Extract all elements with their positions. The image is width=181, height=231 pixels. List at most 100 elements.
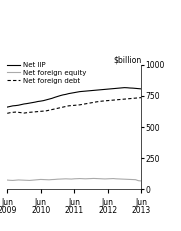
Text: Jun: Jun: [68, 198, 80, 207]
Net foreign equity: [17, 179, 20, 181]
Net foreign debt: [134, 97, 137, 100]
Net IIP: [37, 100, 39, 103]
Net foreign debt: [118, 98, 120, 101]
Net foreign equity: [126, 178, 128, 181]
Net foreign equity: [132, 178, 134, 181]
Net foreign debt: [73, 104, 75, 107]
Net IIP: [137, 87, 140, 90]
Net foreign equity: [112, 177, 114, 180]
Net foreign equity: [109, 177, 111, 180]
Net foreign debt: [6, 112, 8, 115]
Net IIP: [98, 88, 100, 91]
Net foreign debt: [109, 99, 111, 102]
Net IIP: [140, 88, 142, 90]
Text: 2009: 2009: [0, 206, 17, 215]
Net IIP: [84, 90, 87, 92]
Net foreign debt: [45, 109, 47, 112]
Net IIP: [26, 102, 28, 105]
Net foreign debt: [28, 111, 31, 114]
Net foreign equity: [98, 177, 100, 180]
Net foreign debt: [107, 99, 109, 102]
Net foreign equity: [84, 177, 87, 180]
Net IIP: [134, 87, 137, 90]
Net IIP: [101, 88, 103, 91]
Net foreign debt: [132, 97, 134, 100]
Net foreign debt: [9, 111, 11, 114]
Net foreign equity: [118, 178, 120, 180]
Text: Jun: Jun: [135, 198, 147, 207]
Net foreign equity: [62, 178, 64, 180]
Net foreign equity: [95, 177, 98, 180]
Text: 2012: 2012: [98, 206, 117, 215]
Net foreign debt: [104, 100, 106, 102]
Net IIP: [28, 102, 31, 104]
Net foreign debt: [112, 99, 114, 101]
Net IIP: [31, 101, 33, 104]
Net foreign debt: [65, 105, 67, 108]
Net foreign debt: [98, 100, 100, 103]
Line: Net foreign equity: Net foreign equity: [7, 178, 141, 181]
Net foreign equity: [6, 179, 8, 182]
Net IIP: [123, 86, 125, 89]
Net IIP: [95, 89, 98, 91]
Net foreign debt: [14, 111, 17, 113]
Net IIP: [48, 98, 50, 100]
Net foreign debt: [31, 111, 33, 113]
Text: Jun: Jun: [102, 198, 114, 207]
Net foreign equity: [90, 177, 92, 180]
Net foreign equity: [28, 179, 31, 182]
Net IIP: [12, 104, 14, 107]
Net IIP: [109, 88, 111, 90]
Net foreign equity: [31, 179, 33, 182]
Net IIP: [104, 88, 106, 91]
Net foreign equity: [104, 178, 106, 180]
Net IIP: [107, 88, 109, 91]
Net foreign equity: [54, 178, 56, 181]
Net foreign debt: [79, 103, 81, 106]
Net IIP: [54, 96, 56, 99]
Net foreign equity: [9, 179, 11, 182]
Net foreign debt: [95, 100, 98, 103]
Net foreign debt: [37, 110, 39, 113]
Net foreign equity: [73, 177, 75, 180]
Net IIP: [115, 87, 117, 90]
Net foreign debt: [17, 111, 20, 114]
Net foreign debt: [12, 111, 14, 114]
Net IIP: [81, 90, 84, 93]
Net foreign equity: [121, 178, 123, 180]
Net foreign equity: [87, 177, 89, 180]
Net foreign debt: [137, 97, 140, 99]
Net foreign debt: [101, 100, 103, 103]
Text: Jun: Jun: [35, 198, 47, 207]
Net IIP: [56, 95, 58, 98]
Net foreign equity: [23, 179, 25, 182]
Net IIP: [76, 91, 78, 94]
Net foreign debt: [68, 104, 70, 107]
Net foreign debt: [40, 110, 42, 113]
Net IIP: [121, 86, 123, 89]
Net foreign equity: [137, 179, 140, 182]
Text: 2010: 2010: [31, 206, 50, 215]
Net foreign debt: [129, 97, 131, 100]
Net foreign equity: [12, 179, 14, 182]
Net foreign debt: [90, 101, 92, 104]
Text: $billion: $billion: [113, 56, 141, 65]
Text: Jun: Jun: [1, 198, 13, 207]
Net IIP: [14, 104, 17, 107]
Net foreign debt: [126, 97, 128, 100]
Net foreign debt: [87, 102, 89, 105]
Net IIP: [132, 87, 134, 90]
Net IIP: [65, 93, 67, 96]
Net IIP: [93, 89, 95, 92]
Net IIP: [17, 104, 20, 107]
Net foreign debt: [62, 106, 64, 109]
Net foreign debt: [115, 98, 117, 101]
Line: Net IIP: Net IIP: [7, 88, 141, 107]
Net foreign equity: [56, 178, 58, 181]
Net foreign debt: [23, 112, 25, 115]
Net foreign debt: [20, 111, 22, 114]
Net IIP: [40, 100, 42, 103]
Net IIP: [20, 103, 22, 106]
Net IIP: [70, 92, 73, 94]
Net foreign equity: [79, 177, 81, 180]
